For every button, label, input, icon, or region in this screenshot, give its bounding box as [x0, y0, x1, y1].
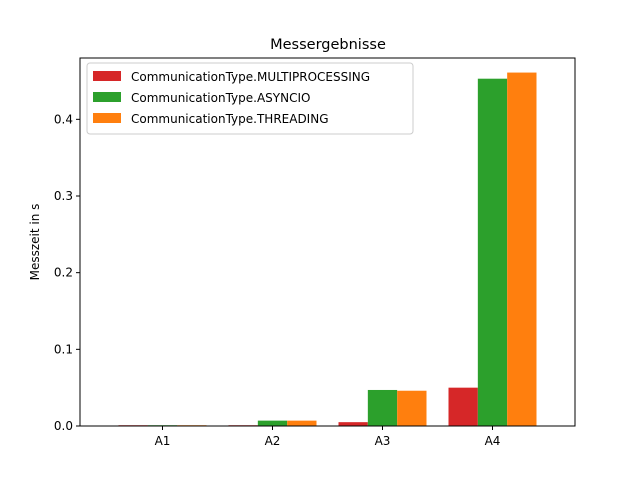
y-tick-label: 0.3: [54, 189, 73, 203]
bars-group: [118, 72, 537, 427]
bar-a3-series-0: [338, 422, 368, 426]
legend: CommunicationType.MULTIPROCESSING Communi…: [86, 62, 414, 135]
legend-swatch: [93, 113, 121, 123]
y-tick-label: 0.2: [54, 266, 73, 280]
bar-a4-series-0: [448, 387, 478, 426]
bar-a4-series-1: [477, 78, 508, 426]
y-tick-label: 0.4: [54, 112, 73, 126]
plot-frame: [79, 57, 576, 427]
x-tick-label: A4: [485, 434, 501, 448]
legend-label: CommunicationType.THREADING: [131, 112, 329, 126]
axes-group: 0.0 0.1 0.2 0.3 0.4 A1 A2 A3 A4: [54, 57, 576, 448]
legend-swatch: [93, 92, 121, 102]
y-tick-label: 0.1: [54, 342, 73, 356]
legend-label: CommunicationType.ASYNCIO: [131, 91, 310, 105]
bar-a3-series-1: [367, 389, 398, 426]
x-tick-label: A3: [375, 434, 391, 448]
x-tick-label: A2: [265, 434, 281, 448]
chart-title: Messergebnisse: [270, 37, 386, 53]
bar-a4-series-2: [507, 72, 537, 427]
legend-box: [86, 62, 414, 135]
y-axis-label: Messzeit in s: [28, 204, 42, 281]
x-tick-label: A1: [155, 434, 171, 448]
bar-a2-series-2: [287, 420, 317, 426]
bar-a2-series-1: [257, 420, 288, 426]
legend-swatch: [93, 71, 121, 81]
legend-label: CommunicationType.MULTIPROCESSING: [131, 70, 370, 84]
bar-a3-series-2: [397, 390, 427, 426]
y-tick-label: 0.0: [54, 419, 73, 433]
